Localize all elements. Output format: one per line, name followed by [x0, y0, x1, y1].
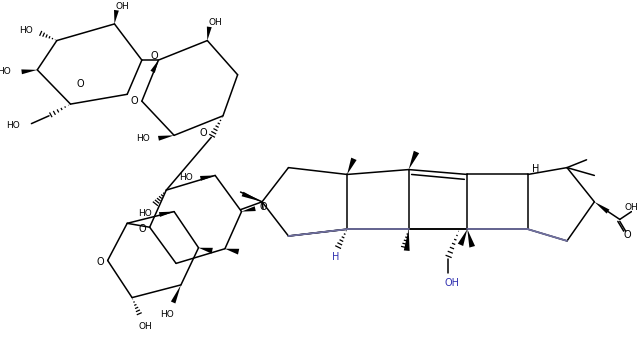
Text: HO: HO [136, 134, 150, 143]
Text: HO: HO [138, 209, 152, 218]
Text: OH: OH [625, 203, 637, 212]
Text: OH: OH [444, 278, 459, 288]
Polygon shape [200, 176, 215, 181]
Polygon shape [241, 192, 262, 202]
Text: OH: OH [139, 323, 153, 332]
Polygon shape [241, 206, 255, 212]
Text: O: O [151, 51, 159, 61]
Polygon shape [594, 202, 610, 214]
Polygon shape [150, 60, 159, 73]
Polygon shape [207, 26, 211, 41]
Polygon shape [199, 248, 213, 253]
Text: OH: OH [208, 18, 222, 28]
Text: O: O [199, 129, 207, 138]
Text: HO: HO [0, 67, 11, 76]
Polygon shape [404, 229, 410, 251]
Text: HO: HO [6, 121, 20, 130]
Polygon shape [458, 229, 468, 246]
Text: O: O [259, 202, 267, 212]
Polygon shape [114, 10, 119, 24]
Text: H: H [332, 252, 339, 262]
Polygon shape [225, 249, 240, 254]
Polygon shape [158, 135, 174, 141]
Polygon shape [171, 285, 181, 303]
Text: O: O [76, 79, 84, 89]
Polygon shape [468, 229, 475, 248]
Text: O: O [130, 96, 138, 106]
Text: H: H [532, 164, 540, 174]
Text: O: O [624, 230, 631, 240]
Text: HO: HO [161, 310, 174, 319]
Text: HO: HO [179, 173, 193, 182]
Text: O: O [96, 257, 104, 268]
Text: O: O [138, 224, 146, 234]
Text: HO: HO [18, 26, 32, 35]
Polygon shape [347, 157, 357, 174]
Polygon shape [409, 151, 419, 169]
Polygon shape [21, 70, 38, 74]
Text: OH: OH [115, 2, 129, 11]
Polygon shape [159, 212, 174, 217]
